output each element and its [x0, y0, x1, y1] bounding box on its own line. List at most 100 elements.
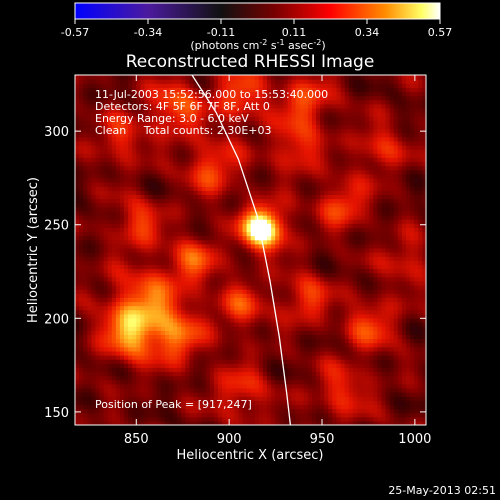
heatmap-cell — [234, 235, 239, 241]
heatmap-cell — [91, 190, 96, 195]
heatmap-cell — [124, 297, 129, 303]
heatmap-cell — [91, 280, 96, 286]
heatmap-cell — [303, 371, 309, 377]
heatmap-cell — [201, 355, 207, 360]
heatmap-cell — [336, 260, 342, 265]
heatmap-cell — [258, 392, 264, 397]
heatmap-cell — [218, 276, 223, 282]
heatmap-cell — [279, 375, 284, 381]
heatmap-cell — [344, 301, 350, 307]
heatmap-cell — [262, 346, 268, 352]
heatmap-cell — [234, 264, 239, 270]
heatmap-cell — [287, 280, 293, 286]
heatmap-cell — [291, 289, 297, 294]
heatmap-cell — [177, 276, 182, 282]
heatmap-cell — [91, 313, 96, 319]
heatmap-cell — [128, 268, 133, 274]
heatmap-cell — [87, 239, 92, 245]
heatmap-cell — [369, 206, 374, 212]
heatmap-cell — [91, 383, 96, 389]
heatmap-cell — [226, 350, 231, 356]
heatmap-cell — [242, 363, 248, 368]
heatmap-cell — [299, 392, 305, 397]
heatmap-cell — [295, 194, 301, 200]
heatmap-cell — [238, 309, 244, 315]
heatmap-cell — [115, 371, 121, 377]
heatmap-cell — [201, 215, 207, 220]
heatmap-cell — [185, 322, 190, 327]
heatmap-cell — [136, 256, 141, 261]
heatmap-cell — [254, 206, 260, 212]
heatmap-cell — [205, 186, 211, 191]
heatmap-cell — [373, 223, 378, 228]
heatmap-cell — [124, 359, 129, 364]
heatmap-cell — [381, 334, 387, 340]
heatmap-cell — [418, 416, 423, 422]
heatmap-cell — [119, 412, 125, 418]
heatmap-cell — [148, 198, 154, 204]
heatmap-cell — [128, 202, 133, 208]
heatmap-cell — [83, 276, 88, 282]
heatmap-cell — [193, 293, 199, 298]
heatmap-cell — [262, 272, 268, 278]
heatmap-cell — [234, 247, 239, 253]
heatmap-cell — [193, 334, 199, 340]
heatmap-cell — [181, 420, 186, 425]
heatmap-cell — [152, 215, 158, 220]
heatmap-cell — [377, 371, 382, 377]
heatmap-cell — [119, 375, 125, 381]
heatmap-cell — [242, 387, 248, 393]
heatmap-cell — [173, 363, 178, 368]
heatmap-cell — [201, 387, 207, 393]
heatmap-cell — [418, 379, 423, 385]
heatmap-cell — [140, 247, 146, 253]
heatmap-cell — [124, 379, 129, 385]
heatmap-cell — [316, 247, 321, 253]
heatmap-cell — [352, 326, 358, 331]
heatmap-cell — [287, 239, 293, 245]
heatmap-cell — [201, 202, 207, 208]
heatmap-cell — [197, 375, 203, 381]
heatmap-cell — [218, 219, 223, 224]
heatmap-cell — [213, 396, 219, 401]
heatmap-cell — [262, 334, 268, 340]
heatmap-cell — [128, 420, 133, 425]
heatmap-cell — [283, 342, 289, 348]
heatmap-cell — [79, 355, 84, 360]
heatmap-cell — [115, 301, 121, 307]
heatmap-cell — [193, 215, 199, 220]
heatmap-cell — [422, 289, 426, 294]
heatmap-cell — [279, 210, 284, 216]
heatmap-cell — [262, 363, 268, 368]
heatmap-cell — [328, 276, 333, 282]
heatmap-cell — [173, 375, 178, 381]
heatmap-cell — [189, 276, 195, 282]
heatmap-cell — [152, 396, 158, 401]
heatmap-cell — [291, 305, 297, 311]
heatmap-cell — [348, 412, 354, 418]
heatmap-cell — [234, 359, 239, 364]
heatmap-cell — [87, 268, 92, 274]
heatmap-cell — [373, 404, 378, 410]
heatmap-cell — [332, 215, 338, 220]
heatmap-cell — [410, 322, 415, 327]
heatmap-cell — [91, 285, 96, 290]
heatmap-cell — [299, 383, 305, 389]
heatmap-cell — [397, 392, 403, 397]
heatmap-cell — [115, 186, 121, 191]
heatmap-cell — [107, 202, 113, 208]
heatmap-cell — [246, 285, 252, 290]
heatmap-cell — [160, 247, 166, 253]
heatmap-cell — [201, 317, 207, 323]
heatmap-cell — [348, 379, 354, 385]
heatmap-cell — [201, 346, 207, 352]
heatmap-cell — [234, 223, 239, 228]
heatmap-cell — [124, 285, 129, 290]
heatmap-cell — [385, 190, 391, 195]
heatmap-cell — [393, 322, 399, 327]
heatmap-cell — [230, 186, 235, 191]
heatmap-cell — [405, 268, 411, 274]
heatmap-cell — [324, 243, 329, 249]
heatmap-cell — [267, 285, 272, 290]
heatmap-cell — [99, 313, 105, 319]
